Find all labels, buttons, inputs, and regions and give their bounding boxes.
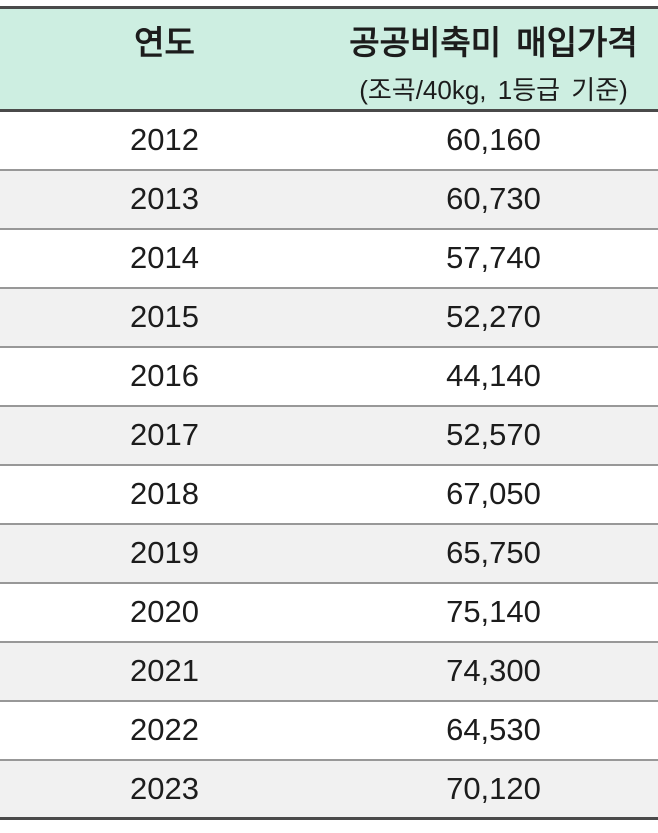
- year-cell: 2018: [0, 463, 329, 524]
- price-cell: 65,750: [329, 522, 658, 583]
- year-column-header: 연도: [0, 7, 329, 112]
- year-cell: 2014: [0, 227, 329, 288]
- year-cell: 2019: [0, 522, 329, 583]
- price-column-header: 공공비축미 매입가격 (조곡/40kg, 1등급 기준): [329, 7, 658, 112]
- price-cell: 44,140: [329, 345, 658, 406]
- price-header-subtitle: (조곡/40kg, 1등급 기준): [359, 75, 628, 106]
- year-cell: 2020: [0, 581, 329, 642]
- table-row: 2019 65,750: [0, 522, 658, 583]
- table-body: 2012 60,160 2013 60,730 2014 57,740 2015…: [0, 109, 658, 819]
- table-row: 2016 44,140: [0, 345, 658, 406]
- table-row: 2013 60,730: [0, 168, 658, 229]
- table-row: 2018 67,050: [0, 463, 658, 524]
- price-cell: 64,530: [329, 699, 658, 760]
- year-cell: 2012: [0, 109, 329, 170]
- table-row: 2023 70,120: [0, 758, 658, 819]
- price-cell: 52,570: [329, 404, 658, 465]
- year-cell: 2016: [0, 345, 329, 406]
- year-cell: 2017: [0, 404, 329, 465]
- table-row: 2014 57,740: [0, 227, 658, 288]
- price-cell: 52,270: [329, 286, 658, 347]
- year-header-label: 연도: [134, 24, 195, 61]
- rice-price-table: 연도 공공비축미 매입가격 (조곡/40kg, 1등급 기준) 2012 60,…: [0, 6, 658, 820]
- table-row: 2020 75,140: [0, 581, 658, 642]
- table-row: 2022 64,530: [0, 699, 658, 760]
- price-cell: 67,050: [329, 463, 658, 524]
- price-cell: 74,300: [329, 640, 658, 701]
- table-row: 2015 52,270: [0, 286, 658, 347]
- price-cell: 57,740: [329, 227, 658, 288]
- price-cell: 75,140: [329, 581, 658, 642]
- table-header: 연도 공공비축미 매입가격 (조곡/40kg, 1등급 기준): [0, 7, 658, 112]
- table-row: 2012 60,160: [0, 109, 658, 170]
- table-row: 2021 74,300: [0, 640, 658, 701]
- year-cell: 2023: [0, 758, 329, 819]
- price-cell: 60,730: [329, 168, 658, 229]
- price-header-title: 공공비축미 매입가격: [349, 24, 638, 61]
- price-cell: 60,160: [329, 109, 658, 170]
- year-cell: 2013: [0, 168, 329, 229]
- header-row: 연도 공공비축미 매입가격 (조곡/40kg, 1등급 기준): [0, 7, 658, 112]
- table-row: 2017 52,570: [0, 404, 658, 465]
- year-cell: 2022: [0, 699, 329, 760]
- year-cell: 2015: [0, 286, 329, 347]
- price-cell: 70,120: [329, 758, 658, 819]
- year-cell: 2021: [0, 640, 329, 701]
